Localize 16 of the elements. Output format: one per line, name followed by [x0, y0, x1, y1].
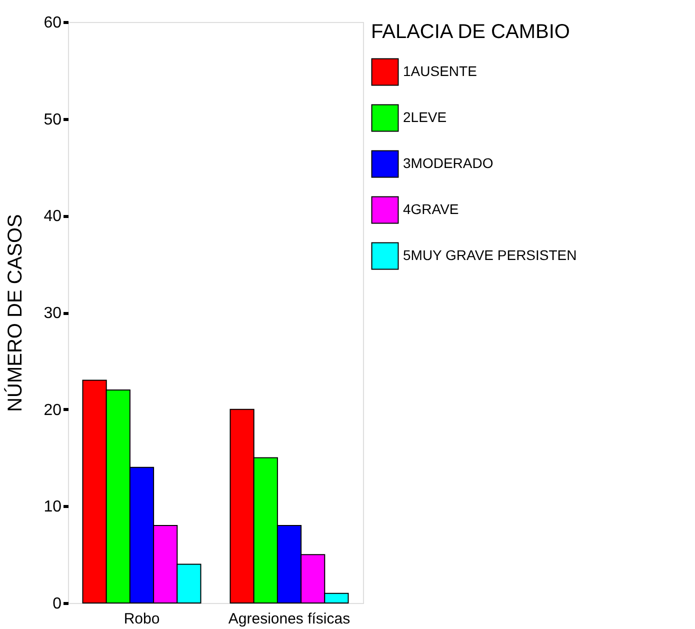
y-tick-label: 60	[44, 14, 62, 32]
legend-label: 2LEVE	[403, 109, 447, 125]
y-tick-label: 40	[44, 208, 62, 226]
x-tick-label: Robo	[124, 610, 160, 628]
legend-label: 3MODERADO	[403, 155, 494, 171]
legend-label: 1AUSENTE	[403, 63, 477, 79]
legend-title: FALACIA DE CAMBIO	[371, 21, 570, 43]
y-tick-label: 50	[44, 111, 62, 128]
y-tick-label: 10	[44, 498, 62, 516]
legend-label: 5MUY GRAVE PERSISTEN	[403, 247, 577, 263]
y-tick-label: 0	[52, 596, 62, 612]
legend-label: 4GRAVE	[403, 201, 459, 217]
y-tick-label: 20	[44, 402, 62, 419]
x-tick-label: Agresiones físicas	[228, 610, 350, 628]
y-axis-title: NÚMERO DE CASOS	[4, 214, 27, 412]
y-tick-label: 30	[44, 305, 62, 322]
